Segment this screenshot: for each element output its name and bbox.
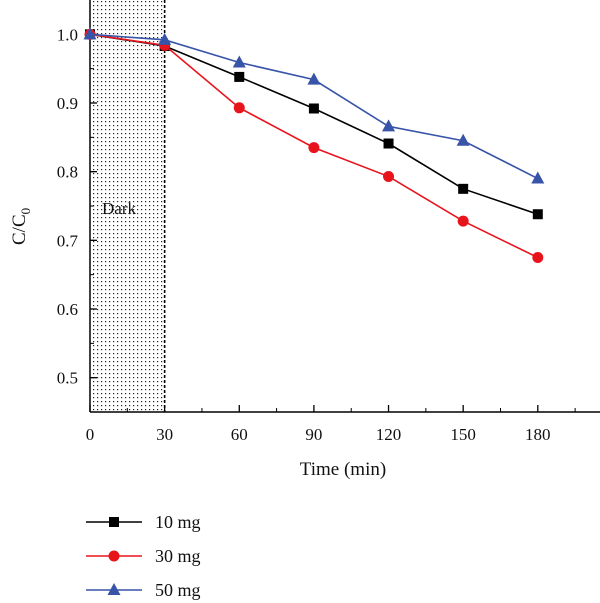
- data-point-50-mg: [232, 55, 246, 68]
- data-point-10-mg: [383, 138, 394, 149]
- y-tick-label: 0.7: [57, 231, 79, 250]
- legend-label: 10 mg: [155, 512, 201, 532]
- dark-region: [90, 0, 165, 412]
- legend-item-10-mg: 10 mg: [86, 512, 201, 532]
- legend-item-50-mg: 50 mg: [86, 580, 201, 600]
- x-axis-label: Time (min): [300, 459, 386, 480]
- legend-marker: [108, 550, 120, 562]
- x-tick-label: 60: [231, 425, 248, 444]
- x-tick-label: 150: [450, 425, 476, 444]
- x-tick-label: 0: [86, 425, 95, 444]
- y-tick-label: 1.0: [57, 25, 78, 44]
- legend-marker: [107, 583, 121, 595]
- data-point-10-mg: [308, 103, 319, 114]
- legend-label: 30 mg: [155, 546, 201, 566]
- x-tick-label: 90: [305, 425, 322, 444]
- data-point-10-mg: [234, 71, 245, 82]
- data-point-10-mg: [458, 183, 469, 194]
- data-point-50-mg: [307, 72, 321, 85]
- x-tick-label: 180: [525, 425, 551, 444]
- data-point-50-mg: [83, 27, 97, 40]
- data-point-50-mg: [382, 119, 396, 132]
- data-point-30-mg: [532, 252, 544, 263]
- data-point-50-mg: [456, 133, 470, 146]
- y-tick-label: 0.6: [57, 300, 78, 319]
- legend-marker: [109, 517, 119, 527]
- data-point-30-mg: [308, 142, 320, 154]
- y-tick-label: 0.9: [57, 94, 78, 113]
- x-tick-label: 30: [156, 425, 173, 444]
- x-tick-label: 120: [376, 425, 402, 444]
- data-point-30-mg: [457, 215, 469, 227]
- data-point-50-mg: [158, 32, 172, 45]
- legend-label: 50 mg: [155, 580, 201, 600]
- y-tick-label: 0.5: [57, 369, 78, 388]
- data-point-10-mg: [532, 209, 543, 220]
- data-point-30-mg: [233, 102, 245, 114]
- data-point-50-mg: [531, 171, 545, 184]
- y-axis-label: C/C0: [9, 208, 33, 245]
- dark-region-label: Dark: [102, 199, 136, 218]
- y-tick-label: 0.8: [57, 163, 78, 182]
- series-50-mg: [83, 27, 545, 184]
- data-point-30-mg: [383, 170, 395, 182]
- legend-item-30-mg: 30 mg: [86, 546, 201, 566]
